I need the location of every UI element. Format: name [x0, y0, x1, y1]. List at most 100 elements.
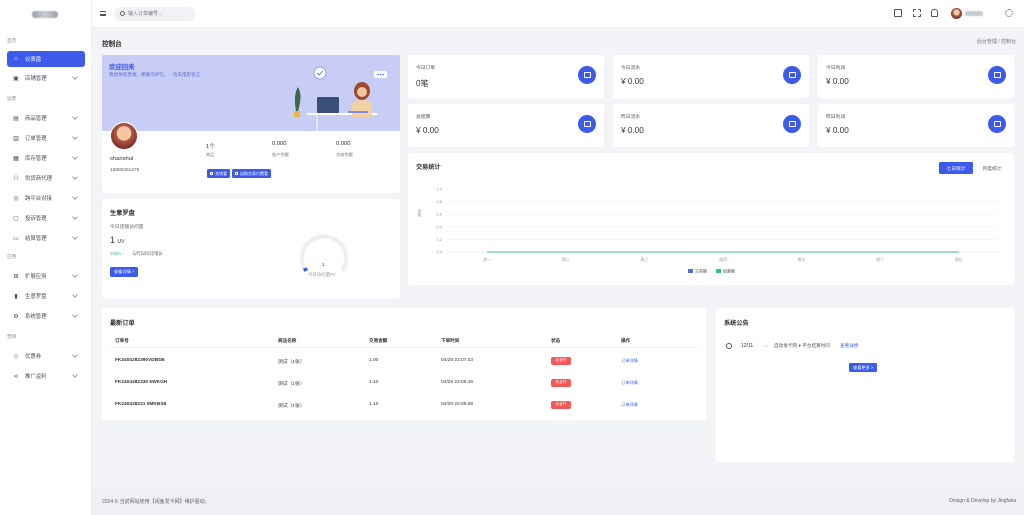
legend-swatch [688, 269, 693, 273]
sidebar-item-label: 仪表盘 [25, 57, 42, 63]
sidebar-item[interactable]: ⚇ 供货商代理 [7, 170, 85, 186]
gear-icon[interactable] [1005, 9, 1013, 17]
welcome-title: 欢迎回来 [109, 64, 135, 71]
notice-date: 12/11 [741, 343, 754, 349]
search-input[interactable] [114, 7, 196, 21]
x-tick-label: 周三 [640, 256, 648, 262]
order-detail-link[interactable]: 订单详情 [621, 358, 638, 363]
sidebar-item[interactable]: ⚙ 系统管理 [7, 308, 85, 324]
sidebar-item-label: 供货商代理 [25, 176, 52, 182]
sidebar-item[interactable]: ▭ 结算管理 [7, 230, 85, 246]
stat-card-value: ¥ 0.00 [621, 77, 644, 86]
sidebar-item[interactable]: ▣ 店铺管理 [7, 70, 85, 86]
sidebar-item-label: 投诉管理 [25, 216, 47, 222]
sidebar-section-label: 应用 [7, 254, 17, 259]
sidebar-item-label: 库存管理 [25, 156, 47, 162]
bell-icon[interactable] [931, 9, 938, 17]
sidebar-section-label: 营销 [7, 334, 17, 339]
col-time-cell: 04/28 22:59:08 [441, 402, 474, 407]
profile-avatar [110, 122, 138, 150]
money-icon [988, 66, 1006, 84]
self-pay-button[interactable]: 自助交易付费看 [232, 169, 271, 178]
legend-swatch [716, 269, 721, 273]
avatar[interactable] [951, 8, 962, 19]
col-amount-header: 交易金额 [369, 338, 388, 343]
legend-label: 结算额 [723, 268, 735, 274]
sidebar-item-label: 系统管理 [25, 314, 47, 320]
col-order-id-cell: FK2404282390VDBDE [115, 358, 165, 363]
sidebar-item[interactable]: ▥ 订单管理 [7, 130, 85, 146]
fullscreen-icon[interactable] [913, 9, 921, 17]
stat-card: 总结算 ¥ 0.00 [408, 104, 604, 147]
chevron-down-icon [72, 312, 78, 318]
profile-phone: 16600251275 [110, 168, 140, 173]
sidebar-item[interactable]: ▦ 库存管理 [7, 150, 85, 166]
sidebar-item[interactable]: ◇ 优惠券 [7, 348, 85, 364]
chevron-down-icon [72, 174, 78, 180]
col-product-cell: 测试（1张） [278, 404, 305, 409]
home-icon: ⌂ [14, 56, 18, 62]
notice-link[interactable]: 查看详情 [840, 343, 859, 348]
status-badge: 未支付 [551, 400, 571, 409]
orders-icon [578, 66, 596, 84]
order-detail-link[interactable]: 订单详情 [621, 402, 638, 407]
col-product-cell: 测试（1张） [278, 360, 305, 365]
gauge-value: 1 [322, 262, 325, 267]
welcome-banner: 欢迎回来 我觉你有梦想，那要守护它。 - 功夫电影名言 [102, 55, 400, 131]
welcome-subtitle: 我觉你有梦想，那要守护它。 - 功夫电影名言 [109, 72, 201, 77]
chevron-down-icon [72, 214, 78, 220]
stat-card-value: ¥ 0.00 [826, 77, 849, 86]
y-tick-label: 0.4 [436, 224, 442, 229]
order-detail-link[interactable]: 订单详情 [621, 380, 638, 385]
complaint-icon: ▢ [13, 215, 19, 222]
tab-monthly[interactable]: 月度统计 [982, 166, 1002, 172]
stat-balance-value: 0.000 [272, 141, 287, 147]
chevron-down-icon [72, 74, 78, 80]
tag-icon: ◇ [13, 353, 19, 360]
footer-credit: Design & Develop by Jingfaka [949, 498, 1016, 504]
x-tick-label: 周二 [562, 256, 570, 262]
y-tick-label: 0.0 [436, 250, 442, 255]
sidebar-item[interactable]: ▮ 生意罗盘 [7, 288, 85, 304]
sidebar-item[interactable]: ◎ 跨平台对接 [7, 190, 85, 206]
qr-code-icon[interactable] [894, 9, 902, 17]
sidebar-item[interactable]: ▤ 商品管理 [7, 110, 85, 126]
sidebar-item-label: 订单管理 [25, 136, 47, 142]
x-tick-label: 周五 [798, 256, 806, 262]
sidebar-item-label: 推广返利 [25, 374, 47, 380]
sidebar-item-label: 商品管理 [25, 116, 47, 122]
col-product-header: 商品名称 [278, 338, 297, 343]
col-time-cell: 04/28 23:07:43 [441, 358, 474, 363]
stat-card-label: 总结算 [416, 115, 431, 120]
status-badge: 未支付 [551, 378, 571, 387]
breadcrumb: 后台管理 / 控制台 [976, 39, 1016, 45]
gauge [300, 234, 348, 273]
sidebar-item[interactable]: ⌂ 仪表盘 [7, 51, 85, 67]
stat-products-value: 1个 [206, 144, 216, 150]
business-title: 生意罗盘 [110, 210, 135, 217]
stat-products-label: 商品 [206, 152, 215, 157]
sidebar-item[interactable]: ⊞ 扩展应用 [7, 268, 85, 284]
recharge-button[interactable]: 充钱看 [207, 169, 230, 178]
logo[interactable] [0, 0, 91, 28]
view-detail-button[interactable]: 查看详情 > [110, 267, 139, 277]
chevron-down-icon [72, 134, 78, 140]
chevron-down-icon [72, 154, 78, 160]
sidebar-item-label: 结算管理 [25, 236, 47, 242]
username[interactable] [965, 11, 983, 16]
view-more-button[interactable]: 查看更多 > [849, 363, 878, 372]
card-icon [210, 172, 213, 175]
card-icon [235, 172, 238, 175]
sidebar-item[interactable]: ▢ 投诉管理 [7, 210, 85, 226]
menu-icon[interactable] [100, 11, 106, 16]
clock-icon [726, 343, 732, 349]
stat-card-label: 今日利润 [826, 66, 846, 71]
stat-card-value: ¥ 0.00 [826, 126, 849, 135]
apps-icon: ⊞ [13, 273, 19, 280]
shop-icon: ▣ [13, 75, 19, 82]
stat-card-value: ¥ 0.00 [621, 126, 644, 135]
sidebar-item[interactable]: ⋖ 推广返利 [7, 368, 85, 384]
tab-seven-day[interactable]: 七日统计 [939, 162, 973, 174]
stat-card-value: 0笔 [416, 79, 429, 88]
stat-card: 昨日利润 ¥ 0.00 [818, 104, 1014, 147]
